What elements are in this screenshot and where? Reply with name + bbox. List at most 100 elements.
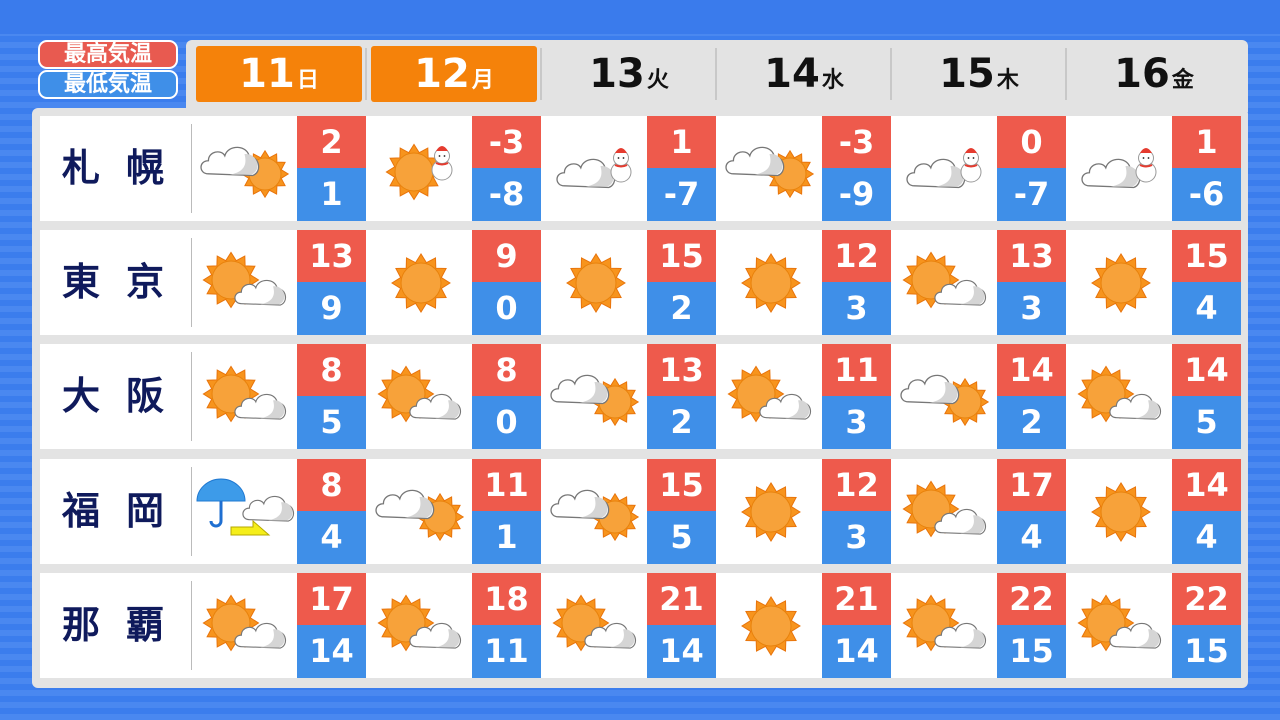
high-temp: 21 — [647, 573, 716, 625]
weather-icon-cloudy-with-snow — [895, 116, 997, 221]
sun-icon — [566, 253, 626, 313]
cloud-icon — [556, 158, 616, 189]
sun-icon — [741, 482, 801, 542]
day-number: 14 — [764, 51, 820, 97]
low-temp: 3 — [822, 511, 891, 564]
weather-icon-sunny-with-snow — [370, 116, 472, 221]
day-number: 12 — [414, 51, 470, 97]
low-temp: 2 — [647, 396, 716, 449]
snowman-icon — [960, 148, 982, 183]
cloud-icon — [234, 393, 287, 420]
weather-icon-sunny-then-cloudy — [895, 459, 997, 564]
sun-icon — [741, 253, 801, 313]
day-separator — [1065, 48, 1067, 100]
weekday: 月 — [471, 68, 494, 93]
snowman-icon — [610, 148, 632, 183]
day-header-15: 15木 — [896, 46, 1062, 102]
high-temp: 1 — [647, 116, 716, 168]
weather-icon-sunny-then-cloudy — [1070, 573, 1172, 678]
cloud-icon — [1109, 393, 1162, 420]
low-temp: 5 — [1172, 396, 1241, 449]
weekday: 木 — [996, 68, 1019, 93]
city-name: 札幌 — [61, 146, 190, 190]
weekday: 金 — [1171, 68, 1194, 93]
sun-icon — [741, 596, 801, 656]
high-temp: 12 — [822, 230, 891, 282]
day-number: 15 — [939, 51, 995, 97]
cloud-icon — [242, 495, 295, 522]
cloud-icon — [934, 508, 987, 535]
cloud-icon — [725, 146, 785, 177]
weather-icon-sunny-then-cloudy — [195, 230, 297, 335]
sun-icon — [1091, 482, 1151, 542]
city-row: 那覇 17 14 18 11 21 14 21 14 22 15 22 15 — [40, 573, 1241, 678]
weather-icon-sunny — [370, 230, 472, 335]
weather-icon-cloudy-then-sunny — [545, 344, 647, 449]
low-temp: -7 — [647, 168, 716, 221]
high-temp: 8 — [297, 344, 366, 396]
high-temp: 14 — [997, 344, 1066, 396]
high-temp: 22 — [997, 573, 1066, 625]
cloud-icon — [900, 374, 960, 405]
sun-icon — [1091, 253, 1151, 313]
weather-icon-sunny-then-cloudy — [895, 573, 997, 678]
low-temp: 3 — [822, 396, 891, 449]
weather-icon-sunny-then-cloudy — [370, 573, 472, 678]
high-temp: 14 — [1172, 344, 1241, 396]
low-temp: 3 — [997, 282, 1066, 335]
high-temp: 13 — [997, 230, 1066, 282]
weekday: 水 — [821, 68, 844, 93]
day-separator — [715, 48, 717, 100]
low-temp: -8 — [472, 168, 541, 221]
weekday: 日 — [296, 68, 319, 93]
high-temp: 17 — [297, 573, 366, 625]
divider — [191, 352, 192, 441]
cloud-icon — [409, 393, 462, 420]
low-temp: 1 — [472, 511, 541, 564]
low-temp: 2 — [647, 282, 716, 335]
divider — [191, 581, 192, 670]
low-temp: -9 — [822, 168, 891, 221]
weather-icon-sunny-then-cloudy — [370, 344, 472, 449]
cloud-icon — [906, 158, 966, 189]
city-name: 大阪 — [61, 374, 190, 418]
low-temp: 14 — [822, 625, 891, 678]
low-temp: 14 — [297, 625, 366, 678]
cloud-icon — [550, 374, 610, 405]
high-temp: 17 — [997, 459, 1066, 511]
high-temp: 11 — [472, 459, 541, 511]
weather-icon-cloudy-then-sunny — [895, 344, 997, 449]
weather-icon-cloudy-then-sunny — [195, 116, 297, 221]
cloud-icon — [234, 622, 287, 649]
city-row: 札幌 2 1 -3 -8 1 -7 -3 -9 0 -7 1 -6 — [40, 116, 1241, 221]
city-name: 東京 — [61, 260, 190, 304]
umbrella-icon — [196, 478, 246, 528]
high-temp: 14 — [1172, 459, 1241, 511]
low-temp: 3 — [822, 282, 891, 335]
weather-icon-cloudy-then-sunny — [370, 459, 472, 564]
low-temp: 5 — [647, 511, 716, 564]
divider — [191, 238, 192, 327]
day-number: 16 — [1114, 51, 1170, 97]
weather-icon-sunny-then-cloudy — [895, 230, 997, 335]
legend-low: 最低気温 — [38, 70, 178, 99]
high-temp: 11 — [822, 344, 891, 396]
divider — [191, 467, 192, 556]
high-temp: 9 — [472, 230, 541, 282]
high-temp: 15 — [1172, 230, 1241, 282]
sun-icon — [385, 143, 443, 201]
low-temp: 0 — [472, 396, 541, 449]
weather-icon-sunny — [720, 459, 822, 564]
day-header-13: 13火 — [546, 46, 712, 102]
day-separator — [540, 48, 542, 100]
weather-icon-cloudy-then-sunny — [720, 116, 822, 221]
city-name: 那覇 — [61, 603, 190, 647]
cloud-icon — [1109, 622, 1162, 649]
high-temp: 15 — [647, 230, 716, 282]
day-number: 11 — [239, 51, 295, 97]
day-number: 13 — [589, 51, 645, 97]
high-temp: 8 — [297, 459, 366, 511]
low-temp: 11 — [472, 625, 541, 678]
high-temp: 12 — [822, 459, 891, 511]
weather-icon-sunny-then-cloudy — [195, 573, 297, 678]
